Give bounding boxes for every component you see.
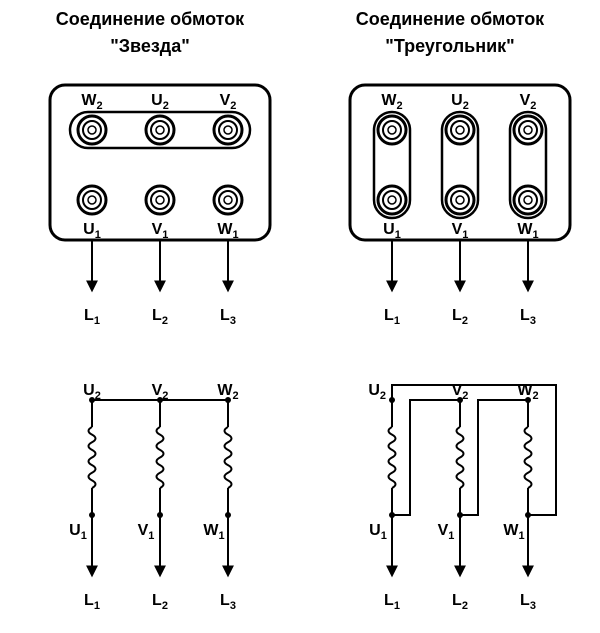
title-line2: "Треугольник" (385, 36, 514, 56)
title-line1: Соединение обмоток (356, 9, 545, 29)
title-line1: Соединение обмоток (56, 9, 245, 29)
title-line2: "Звезда" (110, 36, 190, 56)
